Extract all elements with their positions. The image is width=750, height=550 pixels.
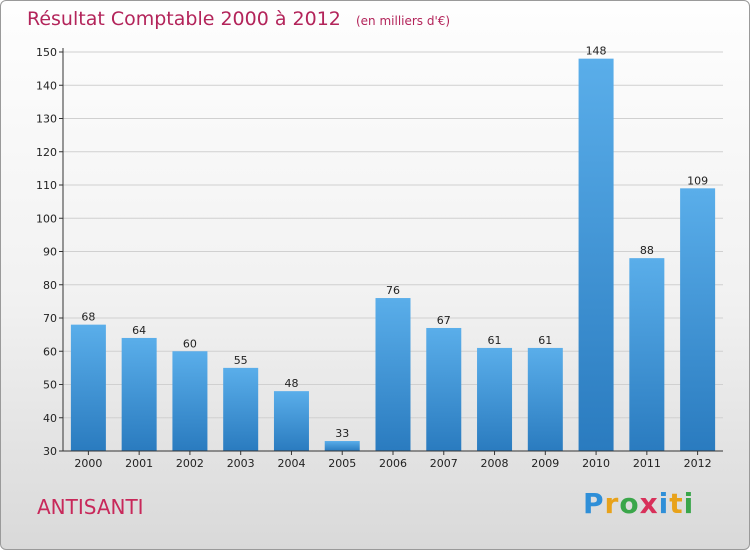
y-tick-label: 120	[36, 146, 57, 159]
x-tick-label: 2000	[74, 457, 102, 470]
logo-letter: t	[669, 487, 684, 520]
x-tick-label: 2009	[531, 457, 559, 470]
y-tick-label: 110	[36, 179, 57, 192]
y-tick-label: 90	[43, 246, 57, 259]
logo-letter: x	[639, 487, 659, 520]
bar-value-label: 60	[183, 337, 197, 350]
bar	[527, 347, 563, 451]
bar	[680, 188, 716, 451]
y-tick-label: 140	[36, 79, 57, 92]
logo-letter: r	[604, 487, 620, 520]
logo-letter: P	[583, 487, 605, 520]
bar	[324, 441, 360, 451]
y-tick-label: 70	[43, 312, 57, 325]
bar	[273, 391, 309, 451]
bar	[172, 351, 208, 451]
bar-value-label: 76	[386, 284, 400, 297]
x-tick-label: 2004	[277, 457, 305, 470]
y-tick-label: 50	[43, 379, 57, 392]
logo-letter: i	[658, 487, 670, 520]
y-tick-label: 80	[43, 279, 57, 292]
x-tick-label: 2011	[633, 457, 661, 470]
bar-value-label: 148	[586, 45, 607, 58]
bar-value-label: 68	[81, 311, 95, 324]
bar	[477, 347, 513, 451]
y-tick-label: 130	[36, 113, 57, 126]
y-tick-label: 40	[43, 412, 57, 425]
x-tick-label: 2010	[582, 457, 610, 470]
y-tick-label: 150	[36, 46, 57, 59]
bar	[223, 367, 259, 451]
x-tick-label: 2001	[125, 457, 153, 470]
bar-value-label: 55	[234, 354, 248, 367]
x-tick-label: 2007	[430, 457, 458, 470]
bar-value-label: 67	[437, 314, 451, 327]
bar-value-label: 61	[538, 334, 552, 347]
chart-title: Résultat Comptable 2000 à 2012 (en milli…	[27, 8, 450, 30]
x-tick-label: 2002	[176, 457, 204, 470]
bar-value-label: 48	[284, 377, 298, 390]
x-tick-label: 2005	[328, 457, 356, 470]
bar	[121, 337, 157, 451]
x-tick-label: 2006	[379, 457, 407, 470]
proxiti-logo[interactable]: Proxiti	[583, 487, 694, 520]
bar-value-label: 33	[335, 427, 349, 440]
x-tick-label: 2012	[684, 457, 712, 470]
bars: 68 64 60 55 48 33 76 67 61 61 148 88 109	[70, 45, 716, 452]
bar-value-label: 88	[640, 244, 654, 257]
place-name: ANTISANTI	[37, 495, 144, 519]
bar	[375, 298, 411, 451]
axes: 30 40 50 60 70 80 90 100 110 120 130 140 150 2000 2001…	[36, 46, 723, 470]
bar-value-label: 109	[687, 174, 708, 187]
logo-letter: i	[683, 487, 695, 520]
y-tick-label: 60	[43, 345, 57, 358]
bar-value-label: 64	[132, 324, 146, 337]
chart-subtitle: (en milliers d'€)	[355, 14, 451, 28]
bar	[578, 58, 614, 452]
bar	[426, 327, 462, 451]
chart-title-main: Résultat Comptable 2000 à 2012	[27, 8, 341, 30]
x-tick-label: 2003	[227, 457, 255, 470]
x-tick-label: 2008	[481, 457, 509, 470]
y-tick-label: 30	[43, 445, 57, 458]
bar-value-label: 61	[488, 334, 502, 347]
logo-letter: o	[619, 487, 640, 520]
bar	[70, 324, 106, 451]
y-tick-label: 100	[36, 212, 57, 225]
bar	[629, 258, 665, 451]
